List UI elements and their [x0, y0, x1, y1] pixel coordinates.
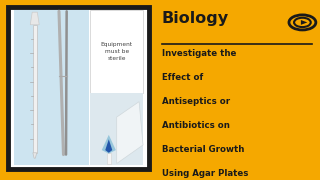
Bar: [90, 10, 143, 93]
Bar: [8, 7, 149, 168]
Polygon shape: [33, 153, 37, 158]
Text: Antibiotics on: Antibiotics on: [162, 121, 229, 130]
Bar: [90, 93, 143, 165]
Text: Equipment
must be
sterile: Equipment must be sterile: [101, 42, 133, 61]
Polygon shape: [30, 12, 39, 25]
Bar: [14, 10, 89, 165]
Text: Investigate the: Investigate the: [162, 49, 236, 58]
Text: Antiseptics or: Antiseptics or: [162, 97, 230, 106]
Text: Biology: Biology: [162, 11, 229, 26]
Text: Bacterial Growth: Bacterial Growth: [162, 145, 244, 154]
Text: Effect of: Effect of: [162, 73, 203, 82]
Bar: [107, 153, 111, 164]
Polygon shape: [301, 20, 307, 25]
Polygon shape: [117, 102, 143, 164]
Bar: [33, 25, 37, 153]
Text: Using Agar Plates: Using Agar Plates: [162, 168, 248, 177]
Polygon shape: [105, 139, 112, 153]
Polygon shape: [102, 135, 116, 154]
